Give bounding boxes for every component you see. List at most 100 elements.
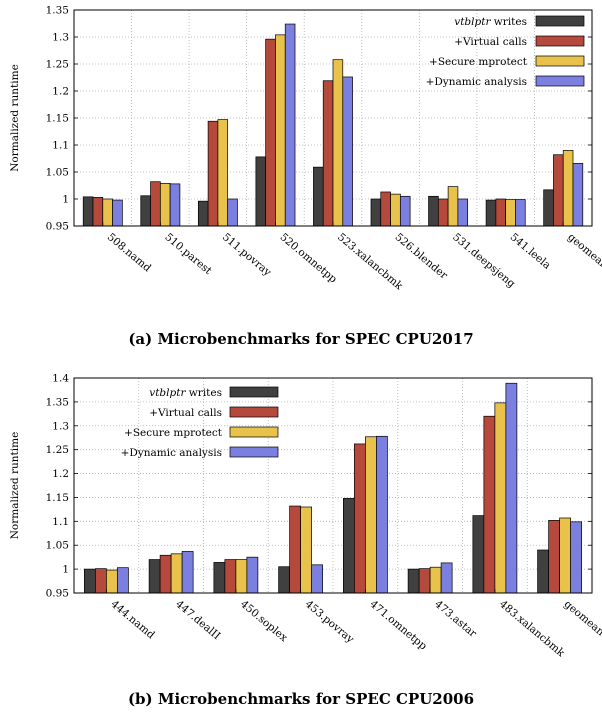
x-tick-label: 510.parest — [162, 231, 214, 277]
bar-510.parest-series-1 — [150, 181, 161, 227]
legend-label-3: +Dynamic analysis — [121, 447, 222, 459]
plot-frame — [73, 377, 593, 594]
bar-541.leela-series-0 — [485, 199, 497, 227]
figure-a: 0.95 1 1.05 1.1 1.15 1.2 1.25 1.3 1.35 508.namd 51… — [9, 5, 602, 293]
y-tick-label: 0.95 — [46, 588, 69, 600]
bar-526.blender-series-1 — [380, 191, 391, 227]
y-tick-label: 1.35 — [46, 5, 69, 17]
legend-swatch-1 — [535, 35, 585, 47]
legend-label-1: +Virtual calls — [149, 407, 222, 419]
x-tick-label: 541.leela — [508, 231, 553, 272]
bar-471.omnetpp-series-2 — [365, 436, 377, 594]
y-axis-label: Normalized runtime — [9, 64, 21, 172]
bar-471.omnetpp-series-3 — [376, 435, 388, 594]
bar-471.omnetpp-series-1 — [354, 443, 366, 594]
bar-483.xalancbmk-series-3 — [505, 382, 518, 594]
bar-447.dealII-series-1 — [159, 554, 172, 594]
bar-523.xalancbmk-series-2 — [332, 59, 344, 227]
bar-531.deepsjeng-series-3 — [457, 198, 469, 227]
y-tick-label: 1.2 — [52, 86, 69, 98]
x-tick-label: 526.blender — [393, 231, 451, 282]
bar-511.povray-series-3 — [227, 198, 238, 227]
y-tick-label: 1.35 — [46, 396, 69, 408]
bar-526.blender-series-3 — [399, 195, 411, 227]
x-tick-label: 511.povray — [220, 231, 273, 279]
bar-473.astar-series-1 — [418, 568, 431, 594]
plot-frame — [73, 9, 593, 227]
bar-473.astar-series-2 — [429, 566, 442, 594]
bar-447.dealII-series-3 — [181, 551, 194, 594]
bar-531.deepsjeng-series-1 — [437, 198, 449, 227]
bar-471.omnetpp-series-0 — [343, 498, 355, 594]
bar-geomean-series-3 — [570, 521, 582, 594]
bar-523.xalancbmk-series-1 — [322, 80, 334, 227]
bar-geomean-series-0 — [543, 189, 554, 227]
y-tick-label: 1.1 — [52, 516, 69, 528]
bar-511.povray-series-0 — [197, 200, 209, 227]
x-tick-label: 447.dealII — [173, 598, 222, 642]
bar-520.omnetpp-series-2 — [275, 34, 286, 227]
legend-swatch-2 — [229, 426, 279, 438]
bar-geomean-series-1 — [553, 154, 564, 227]
bar-geomean-series-2 — [559, 517, 571, 594]
bar-508.namd-series-3 — [112, 199, 123, 227]
y-tick-label: 1 — [62, 194, 69, 206]
caption-b: (b) Microbenchmarks for SPEC CPU2006 — [127, 690, 475, 708]
bar-450.soplex-series-1 — [224, 559, 237, 594]
bar-444.namd-series-3 — [117, 567, 129, 594]
x-tick-label: 520.omnetpp — [278, 231, 340, 286]
x-tick-label: 450.soplex — [238, 598, 290, 644]
bar-523.xalancbmk-series-0 — [313, 166, 324, 227]
y-tick-label: 1.25 — [46, 59, 69, 71]
legend-label-1: +Virtual calls — [454, 36, 527, 48]
bar-541.leela-series-3 — [515, 199, 526, 227]
bar-526.blender-series-2 — [390, 193, 401, 227]
legend-label-2: +Secure mprotect — [124, 427, 223, 439]
bar-geomean-series-3 — [572, 163, 584, 227]
legend-label-italic: vtblptr — [149, 387, 186, 399]
bar-450.soplex-series-0 — [213, 562, 226, 594]
bar-531.deepsjeng-series-0 — [428, 195, 439, 227]
bar-483.xalancbmk-series-2 — [494, 402, 507, 594]
legend-label-2: +Secure mprotect — [429, 56, 528, 68]
bar-510.parest-series-3 — [169, 183, 181, 227]
legend-label-0: vtblptr writes — [149, 387, 222, 399]
bar-508.namd-series-0 — [82, 196, 94, 227]
legend-swatch-1 — [229, 406, 279, 418]
bar-geomean-series-0 — [537, 549, 549, 594]
figure-b: 0.95 1 1.05 1.1 1.15 1.2 1.25 1.3 1.35 1.4 444.nam… — [0, 364, 602, 717]
bar-453.povray-series-0 — [278, 566, 290, 594]
y-tick-label: 1 — [62, 564, 69, 576]
bar-508.namd-series-1 — [92, 197, 104, 227]
x-tick-label: 453.povray — [303, 598, 356, 646]
y-tick-label: 1.3 — [52, 32, 69, 44]
y-tick-label: 1.3 — [52, 420, 69, 432]
legend-swatch-0 — [535, 15, 585, 27]
bar-473.astar-series-3 — [440, 562, 453, 594]
bar-541.leela-series-1 — [495, 198, 507, 227]
bar-geomean-series-2 — [562, 150, 574, 227]
legend-label-suffix: writes — [185, 387, 222, 399]
y-tick-label: 0.95 — [46, 221, 69, 233]
legend-swatch-3 — [229, 446, 279, 458]
bar-520.omnetpp-series-0 — [255, 156, 267, 227]
legend-label-0: vtblptr writes — [454, 16, 527, 28]
bar-geomean-series-1 — [548, 520, 560, 594]
y-tick-label: 1.05 — [46, 540, 69, 552]
bar-444.namd-series-0 — [84, 568, 96, 594]
bar-483.xalancbmk-series-1 — [483, 415, 496, 594]
legend-label-3: +Dynamic analysis — [426, 76, 527, 88]
y-tick-label: 1.15 — [46, 113, 69, 125]
bar-447.dealII-series-2 — [170, 553, 183, 594]
x-tick-label: 473.astar — [432, 598, 479, 640]
y-tick-label: 1.4 — [52, 373, 69, 385]
bar-453.povray-series-2 — [300, 506, 312, 594]
y-tick-label: 1.1 — [52, 140, 69, 152]
bar-520.omnetpp-series-3 — [284, 23, 296, 227]
legend-swatch-0 — [229, 386, 279, 398]
legend-swatch-2 — [535, 55, 585, 67]
bar-450.soplex-series-3 — [246, 556, 259, 594]
x-tick-label: 508.namd — [105, 231, 154, 274]
bar-510.parest-series-0 — [140, 195, 151, 227]
